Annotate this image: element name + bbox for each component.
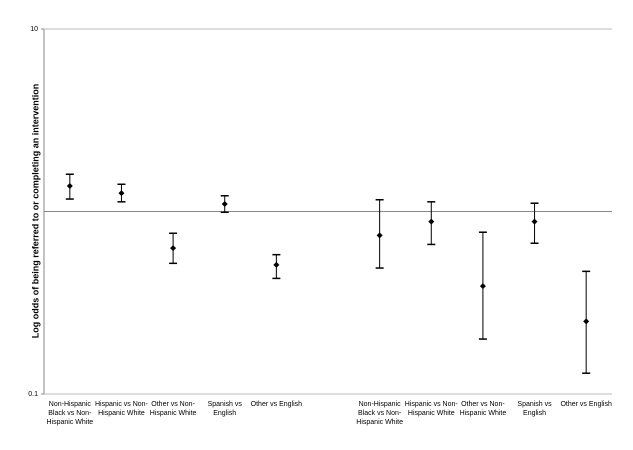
- point: [273, 261, 280, 268]
- y-axis-label: Log odds of being referred to or complet…: [30, 84, 40, 339]
- point: [376, 232, 383, 239]
- x-tick-label: Non-Hispanic Black vs Non-Hispanic White: [356, 401, 403, 426]
- x-tick-label: Spanish vs English: [207, 401, 242, 417]
- x-tick-label: Hispanic vs Non-Hispanic White: [404, 401, 458, 417]
- x-tick-label: Other vs English: [560, 401, 612, 408]
- point: [66, 182, 73, 189]
- point: [428, 218, 435, 225]
- y-tick-label: 10: [30, 26, 38, 33]
- x-tick-label: Other vs Non-Hispanic White: [459, 401, 507, 417]
- x-tick-label: Other vs Non-Hispanic White: [149, 401, 197, 417]
- x-tick-label: Other vs English: [250, 401, 303, 408]
- point: [118, 190, 125, 197]
- x-tick-label: Hispanic vs Non-Hispanic White: [94, 401, 148, 417]
- point: [170, 245, 177, 252]
- point: [531, 218, 538, 225]
- y-tick-label: 0.1: [28, 391, 38, 398]
- point: [479, 283, 486, 290]
- point: [583, 318, 590, 325]
- x-tick-label: Spanish vs English: [517, 401, 552, 417]
- x-tick-label: Non-Hispanic Black vs Non-Hispanic White: [46, 401, 94, 426]
- point: [221, 200, 228, 207]
